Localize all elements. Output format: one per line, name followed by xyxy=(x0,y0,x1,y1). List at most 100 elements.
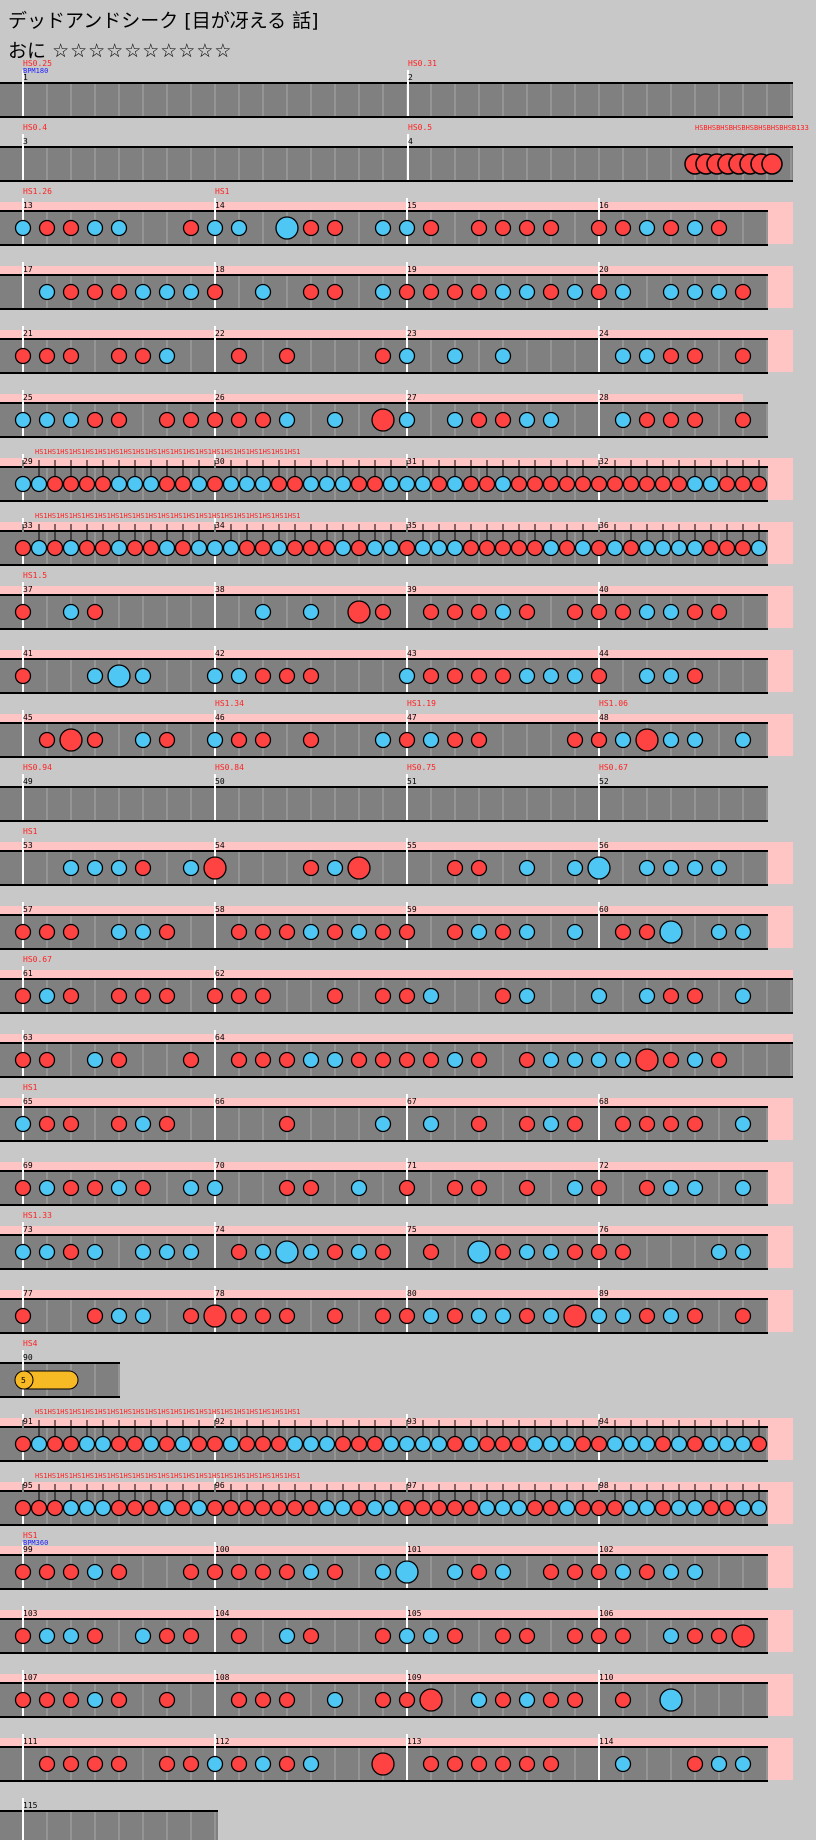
don-note xyxy=(46,475,64,493)
ka-note xyxy=(542,667,560,685)
ka-note xyxy=(542,1243,560,1261)
measure-number: 97 xyxy=(407,1481,417,1490)
don-note xyxy=(270,1499,288,1517)
ka-note xyxy=(14,1243,32,1261)
ka-note xyxy=(110,475,128,493)
scroll-speed-label: HS1.19 xyxy=(407,699,436,708)
don-note xyxy=(398,539,416,557)
ka-note xyxy=(182,283,200,301)
ka-note xyxy=(638,1435,656,1453)
measure-number: 15 xyxy=(407,201,417,210)
measure-number: 33 xyxy=(23,521,33,530)
ka-note xyxy=(142,475,160,493)
measure-number: 114 xyxy=(599,1737,614,1746)
don-note xyxy=(638,1115,656,1133)
ka-note xyxy=(302,475,320,493)
ka-note xyxy=(670,539,688,557)
don-note xyxy=(638,923,656,941)
ka-note xyxy=(422,1307,440,1325)
ka-note xyxy=(462,1435,480,1453)
lane-border-top xyxy=(0,914,768,916)
don-note xyxy=(62,1755,80,1773)
don-note xyxy=(702,539,720,557)
don-note xyxy=(14,1627,32,1645)
don-note xyxy=(59,728,83,752)
ka-note xyxy=(110,859,128,877)
ka-note xyxy=(414,1435,432,1453)
measure-number: 47 xyxy=(407,713,417,722)
ka-note xyxy=(182,1179,200,1197)
don-note xyxy=(203,1304,227,1328)
don-note xyxy=(14,1499,32,1517)
ka-note xyxy=(686,731,704,749)
don-note xyxy=(86,1755,104,1773)
don-note xyxy=(86,603,104,621)
don-note xyxy=(430,475,448,493)
measure-number: 1 xyxy=(23,73,28,82)
don-note xyxy=(446,1179,464,1197)
don-note xyxy=(734,475,752,493)
don-note xyxy=(494,987,512,1005)
don-note xyxy=(574,1499,592,1517)
measure-number: 44 xyxy=(599,649,609,658)
measure-number: 40 xyxy=(599,585,609,594)
don-note xyxy=(110,1563,128,1581)
lane xyxy=(0,788,768,820)
ka-note xyxy=(374,731,392,749)
ka-note xyxy=(734,1499,752,1517)
don-note xyxy=(62,1115,80,1133)
ka-note xyxy=(414,475,432,493)
ka-note xyxy=(686,539,704,557)
don-note xyxy=(526,475,544,493)
measure-number: 58 xyxy=(215,905,225,914)
measure-number: 76 xyxy=(599,1225,609,1234)
don-note xyxy=(462,539,480,557)
scroll-speed-label: HS0.67 xyxy=(23,955,52,964)
ka-note xyxy=(134,1627,152,1645)
ka-note xyxy=(134,1307,152,1325)
ka-note xyxy=(86,859,104,877)
measure-number: 110 xyxy=(599,1673,614,1682)
scroll-speed-label: HS0.4 xyxy=(23,123,47,132)
don-note xyxy=(14,1051,32,1069)
don-note xyxy=(686,987,704,1005)
lane-border-bottom xyxy=(0,756,768,758)
don-note xyxy=(638,1179,656,1197)
don-note xyxy=(374,923,392,941)
measure-number: 21 xyxy=(23,329,33,338)
ka-note xyxy=(750,539,768,557)
lane-border-top xyxy=(0,1554,768,1556)
ka-note xyxy=(446,1563,464,1581)
measure-number: 46 xyxy=(215,713,225,722)
don-note xyxy=(230,1563,248,1581)
ka-note xyxy=(206,539,224,557)
don-note xyxy=(254,667,272,685)
don-note xyxy=(398,987,416,1005)
ka-note xyxy=(182,859,200,877)
don-note xyxy=(398,1307,416,1325)
lane-border-bottom xyxy=(0,628,768,630)
don-note xyxy=(590,1435,608,1453)
don-note xyxy=(518,1179,536,1197)
measure-number: 19 xyxy=(407,265,417,274)
measure-number: 66 xyxy=(215,1097,225,1106)
ka-note xyxy=(374,1115,392,1133)
measure-number: 74 xyxy=(215,1225,225,1234)
don-note xyxy=(590,667,608,685)
ka-note xyxy=(326,1691,344,1709)
don-note xyxy=(158,987,176,1005)
lane-border-bottom xyxy=(0,500,768,502)
lane-border-bottom xyxy=(0,564,768,566)
ka-note xyxy=(38,283,56,301)
ka-note xyxy=(446,411,464,429)
ka-note xyxy=(366,539,384,557)
don-note xyxy=(350,475,368,493)
ka-note xyxy=(62,539,80,557)
measure-number: 109 xyxy=(407,1673,422,1682)
scroll-speed-label: HS1.06 xyxy=(599,699,628,708)
don-note xyxy=(110,283,128,301)
ka-note xyxy=(222,539,240,557)
ka-note xyxy=(374,1563,392,1581)
don-note xyxy=(686,1435,704,1453)
don-note xyxy=(422,1755,440,1773)
